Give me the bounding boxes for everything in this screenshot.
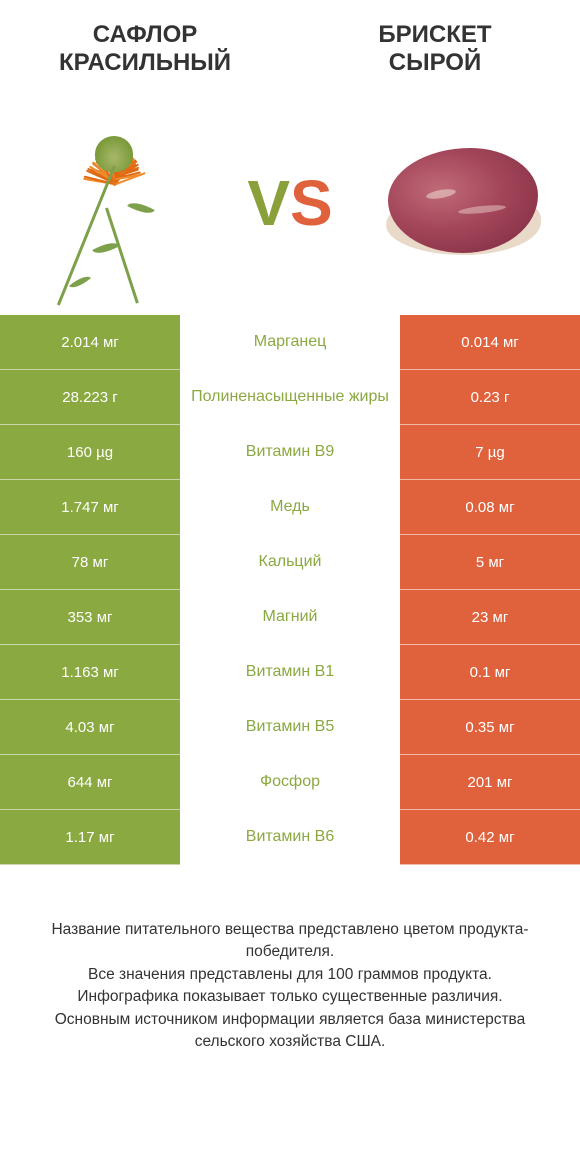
row-left-value: 2.014 мг	[0, 315, 180, 370]
title-right-line2: СЫРОЙ	[389, 49, 481, 76]
row-right-value: 201 мг	[400, 755, 580, 810]
footer-line1: Название питательного вещества представл…	[51, 921, 528, 960]
row-right-value: 0.1 мг	[400, 645, 580, 700]
row-nutrient-name: Полиненасыщенные жиры	[180, 370, 400, 425]
row-nutrient-name: Кальций	[180, 535, 400, 590]
footer-line3: Инфографика показывает только существенн…	[77, 988, 502, 1005]
title-right-line1: БРИСКЕТ	[378, 21, 491, 48]
row-nutrient-name: Медь	[180, 480, 400, 535]
row-left-value: 1.17 мг	[0, 810, 180, 865]
row-nutrient-name: Витамин B5	[180, 700, 400, 755]
table-row: 4.03 мгВитамин B50.35 мг	[0, 700, 580, 755]
row-nutrient-name: Витамин B9	[180, 425, 400, 480]
product-right-image	[345, 133, 580, 273]
row-nutrient-name: Витамин B6	[180, 810, 400, 865]
titles-row: САФЛОР КРАСИЛЬНЫЙ БРИСКЕТ СЫРОЙ	[0, 0, 580, 90]
table-row: 28.223 гПолиненасыщенные жиры0.23 г	[0, 370, 580, 425]
row-right-value: 0.42 мг	[400, 810, 580, 865]
comparison-table: 2.014 мгМарганец0.014 мг28.223 гПолинена…	[0, 315, 580, 865]
product-right-title: БРИСКЕТ СЫРОЙ	[290, 13, 580, 76]
vs-v: V	[247, 167, 290, 239]
vs-s: S	[290, 167, 333, 239]
table-row: 644 мгФосфор201 мг	[0, 755, 580, 810]
row-left-value: 4.03 мг	[0, 700, 180, 755]
product-left-image	[0, 108, 235, 298]
table-row: 353 мгМагний23 мг	[0, 590, 580, 645]
row-nutrient-name: Магний	[180, 590, 400, 645]
row-right-value: 0.014 мг	[400, 315, 580, 370]
row-right-value: 0.35 мг	[400, 700, 580, 755]
table-row: 78 мгКальций5 мг	[0, 535, 580, 590]
images-row: VS	[0, 90, 580, 315]
row-left-value: 78 мг	[0, 535, 180, 590]
table-row: 2.014 мгМарганец0.014 мг	[0, 315, 580, 370]
infographic-root: САФЛОР КРАСИЛЬНЫЙ БРИСКЕТ СЫРОЙ VS	[0, 0, 580, 1054]
table-row: 160 µgВитамин B97 µg	[0, 425, 580, 480]
brisket-icon	[378, 133, 548, 273]
row-right-value: 0.08 мг	[400, 480, 580, 535]
row-nutrient-name: Марганец	[180, 315, 400, 370]
table-row: 1.163 мгВитамин B10.1 мг	[0, 645, 580, 700]
row-right-value: 0.23 г	[400, 370, 580, 425]
footer-notes: Название питательного вещества представл…	[0, 865, 580, 1054]
table-row: 1.17 мгВитамин B60.42 мг	[0, 810, 580, 865]
vs-label: VS	[235, 171, 345, 235]
title-left-line2: КРАСИЛЬНЫЙ	[59, 49, 231, 76]
footer-line2: Все значения представлены для 100 граммо…	[88, 966, 492, 983]
row-left-value: 1.163 мг	[0, 645, 180, 700]
row-left-value: 353 мг	[0, 590, 180, 645]
title-left-line1: САФЛОР	[93, 21, 198, 48]
table-row: 1.747 мгМедь0.08 мг	[0, 480, 580, 535]
safflower-icon	[33, 108, 203, 298]
row-left-value: 28.223 г	[0, 370, 180, 425]
row-left-value: 160 µg	[0, 425, 180, 480]
row-nutrient-name: Витамин B1	[180, 645, 400, 700]
row-right-value: 7 µg	[400, 425, 580, 480]
row-nutrient-name: Фосфор	[180, 755, 400, 810]
row-right-value: 5 мг	[400, 535, 580, 590]
footer-line4: Основным источником информации является …	[55, 1011, 526, 1050]
row-left-value: 1.747 мг	[0, 480, 180, 535]
row-left-value: 644 мг	[0, 755, 180, 810]
product-left-title: САФЛОР КРАСИЛЬНЫЙ	[0, 13, 290, 76]
row-right-value: 23 мг	[400, 590, 580, 645]
